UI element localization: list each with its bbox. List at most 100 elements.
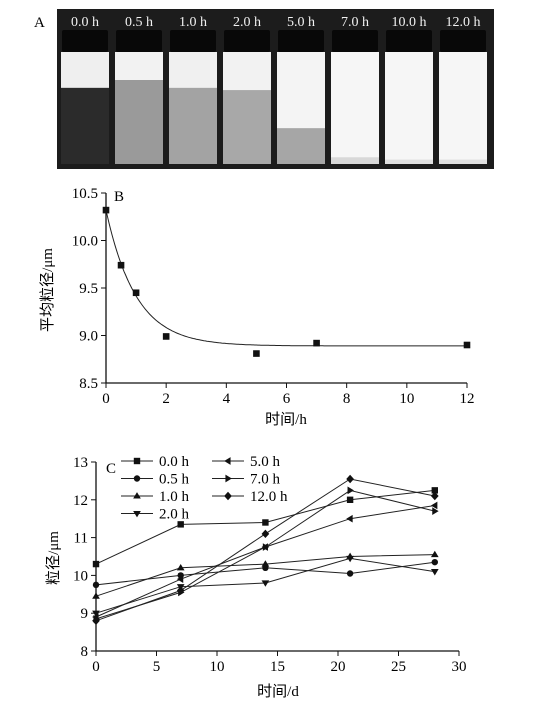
panel-b-axis-lines xyxy=(105,193,467,384)
panel-c-point-s1-0 xyxy=(92,581,100,589)
panel-c-x-tick-label: 20 xyxy=(331,659,346,675)
panel-b-x-tick-label: 0 xyxy=(102,391,110,407)
panel-c-y-title: 粒径/μm xyxy=(45,531,62,585)
legend-marker-3 xyxy=(133,510,141,518)
vial-cap xyxy=(278,30,324,52)
vial-label: 0.0 h xyxy=(71,15,99,30)
legend-label: 0.0 h xyxy=(159,454,190,470)
panel-c-y-tick-label: 10 xyxy=(73,568,88,584)
vial-0: 0.0 h xyxy=(61,15,109,164)
panel-c-point-s5-3 xyxy=(347,486,354,495)
vial-4: 5.0 h xyxy=(277,15,325,164)
vial-cap xyxy=(170,30,216,52)
vial-serum-layer xyxy=(223,90,271,164)
panel-b-point-1 xyxy=(117,261,125,269)
panel-c-x-title: 时间/d xyxy=(257,683,299,700)
panel-c-point-s4-1 xyxy=(176,575,184,584)
vial-cap xyxy=(62,30,108,52)
panel-c-point-s5-2 xyxy=(262,543,270,551)
panel-c-legend: 0.0 h 0.5 h1.0 h 2.0 h 5.0 h 7.0 h12.0 h xyxy=(121,454,288,523)
panel-c-point-s3-2 xyxy=(261,580,270,587)
panel-b-y-tick-label: 8.5 xyxy=(79,376,98,392)
panel-c-point-s6-1 xyxy=(176,586,185,595)
panel-b-x-tick-label: 6 xyxy=(283,391,291,407)
legend-marker-6 xyxy=(224,491,232,501)
legend-label: 2.0 h xyxy=(159,507,190,523)
legend-marker-1 xyxy=(133,475,141,482)
panel-b-x-tick-label: 2 xyxy=(162,391,170,407)
vial-serum-layer xyxy=(385,159,433,164)
panel-c-point-s4-3 xyxy=(346,514,353,523)
panel-c-point-s3-3 xyxy=(346,555,354,563)
panel-c-point-s0-0 xyxy=(92,560,100,568)
panel-c-point-s4-4 xyxy=(430,501,438,510)
legend-marker-5 xyxy=(225,474,232,483)
panel-b-point-0 xyxy=(102,206,110,214)
panel-c-point-s6-3 xyxy=(346,474,354,484)
panel-c-y-tick-label: 9 xyxy=(81,606,89,622)
panel-c-y-tick-label: 11 xyxy=(74,531,88,547)
vial-serum-layer xyxy=(61,87,109,164)
panel-b-axes: 0 2 4 6 8 10 12 8.5 9.0 9.5 10.0 10.5 xyxy=(72,186,475,407)
panel-c-point-s6-0 xyxy=(92,616,100,625)
panel-c-point-s3-0 xyxy=(92,610,100,618)
vial-label: 12.0 h xyxy=(446,15,481,30)
panel-a-photo: A 0.0 h 0.5 h 1.0 h 2.0 h 5.0 h 7.0 h 10.0 h 12… xyxy=(34,9,494,169)
panel-c-point-s6-2 xyxy=(261,529,270,539)
panel-c-point-s5-4 xyxy=(432,507,439,515)
vial-5: 7.0 h xyxy=(331,15,379,164)
panel-c-series-line-5 xyxy=(95,489,435,620)
panel-c-y-tick-label: 13 xyxy=(73,455,88,471)
panel-b-x-title: 时间/h xyxy=(265,411,307,428)
panel-c-x-tick-label: 15 xyxy=(270,659,285,675)
panel-b-chart: 0 2 4 6 8 10 12 8.5 9.0 9.5 10.0 10.5 B 时间/h 平均粒径/μ… xyxy=(39,186,475,428)
panel-b-x-tick-label: 8 xyxy=(343,391,351,407)
vial-cream-layer xyxy=(385,52,433,164)
legend-label: 7.0 h xyxy=(250,472,281,488)
legend-label: 1.0 h xyxy=(159,489,190,505)
vial-cap xyxy=(224,30,270,52)
panel-c-x-tick-label: 25 xyxy=(391,659,406,675)
panel-c-chart: 0 5 10 15 20 25 30 8 9 10 11 12 13 C 0.0 h 0.5 h1.0 h… xyxy=(45,454,467,700)
panel-b-x-tick-label: 4 xyxy=(223,391,231,407)
panel-c-point-s6-4 xyxy=(430,491,439,501)
panel-c-point-s0-1 xyxy=(177,521,184,528)
vial-1: 0.5 h xyxy=(115,15,163,164)
panel-c-y-tick-label: 12 xyxy=(73,493,88,509)
vial-serum-layer xyxy=(277,128,325,164)
panel-c-point-s2-4 xyxy=(430,550,439,558)
panel-c-point-s0-4 xyxy=(431,487,438,494)
panel-b-y-title: 平均粒径/μm xyxy=(39,248,56,332)
vial-label: 1.0 h xyxy=(179,15,207,30)
vial-6: 10.0 h xyxy=(385,15,433,164)
vial-label: 0.5 h xyxy=(125,15,153,30)
panel-c-point-s1-4 xyxy=(431,558,438,566)
panel-b-points xyxy=(102,206,471,357)
panel-c-point-s2-0 xyxy=(92,592,100,599)
vial-cream-layer xyxy=(439,52,487,164)
panel-b-x-tick-label: 10 xyxy=(399,391,414,407)
vial-7: 12.0 h xyxy=(439,15,487,164)
panel-b-point-6 xyxy=(463,341,471,349)
legend-label: 0.5 h xyxy=(159,472,190,488)
legend-label: 5.0 h xyxy=(250,454,281,470)
panel-c-x-tick-label: 10 xyxy=(210,659,225,675)
vial-cream-layer xyxy=(331,52,379,164)
panel-b-point-3 xyxy=(162,333,170,340)
legend-marker-2 xyxy=(133,492,141,499)
panel-b-letter: B xyxy=(114,189,124,205)
panel-b-fit-curve xyxy=(105,209,467,347)
panel-c-x-tick-label: 30 xyxy=(452,659,467,675)
panel-c-x-tick-label: 5 xyxy=(153,659,161,675)
panel-c-y-tick-label: 8 xyxy=(81,644,89,660)
legend-marker-0 xyxy=(133,457,141,465)
vial-serum-layer xyxy=(331,157,379,164)
vial-3: 2.0 h xyxy=(223,15,271,164)
panel-b-y-tick-label: 9.5 xyxy=(79,281,98,297)
panel-c-point-s2-2 xyxy=(261,560,270,567)
panel-c-point-s2-1 xyxy=(176,564,185,571)
vial-serum-layer xyxy=(439,159,487,164)
vial-label: 5.0 h xyxy=(287,15,315,30)
panel-b-point-4 xyxy=(253,350,260,357)
